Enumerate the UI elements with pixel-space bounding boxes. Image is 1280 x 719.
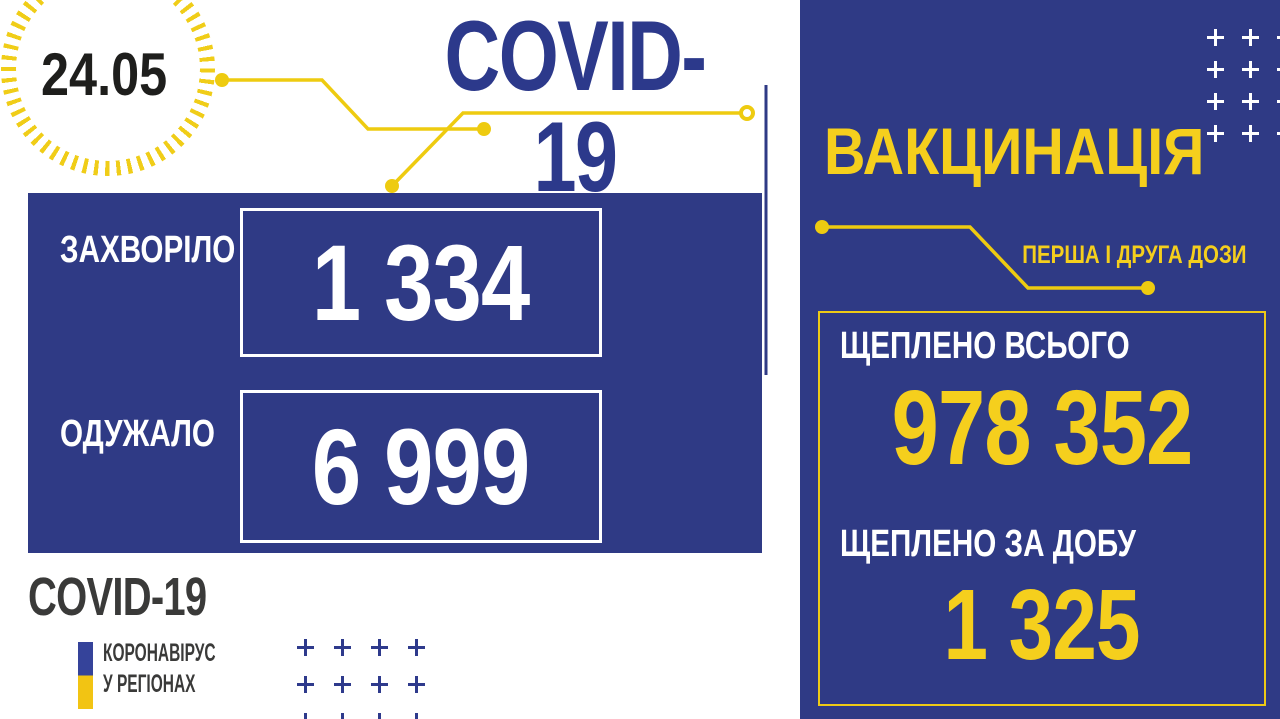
plus-icon: [371, 713, 388, 719]
plus-grid-blue: [287, 629, 435, 719]
vaccinated-daily-value: 1 325: [943, 569, 1141, 681]
plus-icon: [408, 639, 425, 656]
recovered-value: 6 999: [312, 406, 530, 527]
date-sunburst-ring: [1, 0, 215, 176]
plus-icon: [1277, 29, 1280, 46]
date-label: 24.05: [40, 41, 168, 108]
plus-icon: [371, 676, 388, 693]
brand-line-2: У РЕГІОНАХ: [103, 670, 196, 698]
plus-icon: [408, 676, 425, 693]
vaccination-stats-box: ЩЕПЛЕНО ВСЬОГО 978 352 ЩЕПЛЕНО ЗА ДОБУ 1…: [818, 311, 1266, 706]
plus-icon: [408, 713, 425, 719]
infected-label: ЗАХВОРІЛО: [60, 229, 236, 271]
plus-icon: [1242, 92, 1259, 110]
plus-icon: [1207, 60, 1224, 78]
plus-icon: [1207, 124, 1224, 142]
dot: [215, 73, 229, 87]
date: 24.05: [18, 40, 190, 109]
plus-icon: [334, 639, 351, 656]
vaccination-panel: [800, 0, 1280, 719]
plus-grid-white: [1198, 21, 1280, 149]
infected-value-box: 1 334: [240, 208, 602, 357]
plus-icon: [1242, 124, 1259, 142]
brand-line-1: КОРОНАВІРУС: [103, 639, 216, 667]
vaccination-subtitle: ПЕРША І ДРУГА ДОЗИ: [1022, 241, 1247, 269]
plus-icon: [1277, 125, 1280, 142]
vaccination-title: ВАКЦИНАЦІЯ: [824, 114, 1205, 188]
plus-icon: [1207, 28, 1224, 46]
plus-icon: [1277, 61, 1280, 78]
plus-icon: [297, 676, 314, 693]
plus-icon: [297, 639, 314, 656]
flag-bar: [78, 642, 93, 709]
brand-title: COVID-19: [28, 567, 207, 627]
plus-icon: [334, 713, 351, 719]
plus-icon: [1207, 92, 1224, 110]
plus-icon: [334, 676, 351, 693]
daily-cases-panel: [28, 193, 762, 553]
page-title: COVID-19: [375, 0, 775, 212]
plus-icon: [371, 639, 388, 656]
plus-icon: [1242, 28, 1259, 46]
plus-icon: [1242, 60, 1259, 78]
vaccinated-daily-label: ЩЕПЛЕНО ЗА ДОБУ: [840, 523, 1136, 565]
recovered-value-box: 6 999: [240, 390, 602, 543]
infected-value: 1 334: [312, 222, 530, 343]
plus-icon: [297, 713, 314, 719]
recovered-label: ОДУЖАЛО: [60, 413, 215, 455]
plus-icon: [1277, 93, 1280, 110]
vaccinated-total-value: 978 352: [891, 369, 1194, 487]
vaccinated-total-label: ЩЕПЛЕНО ВСЬОГО: [840, 325, 1130, 367]
page-title-text: COVID-19: [444, 0, 707, 212]
